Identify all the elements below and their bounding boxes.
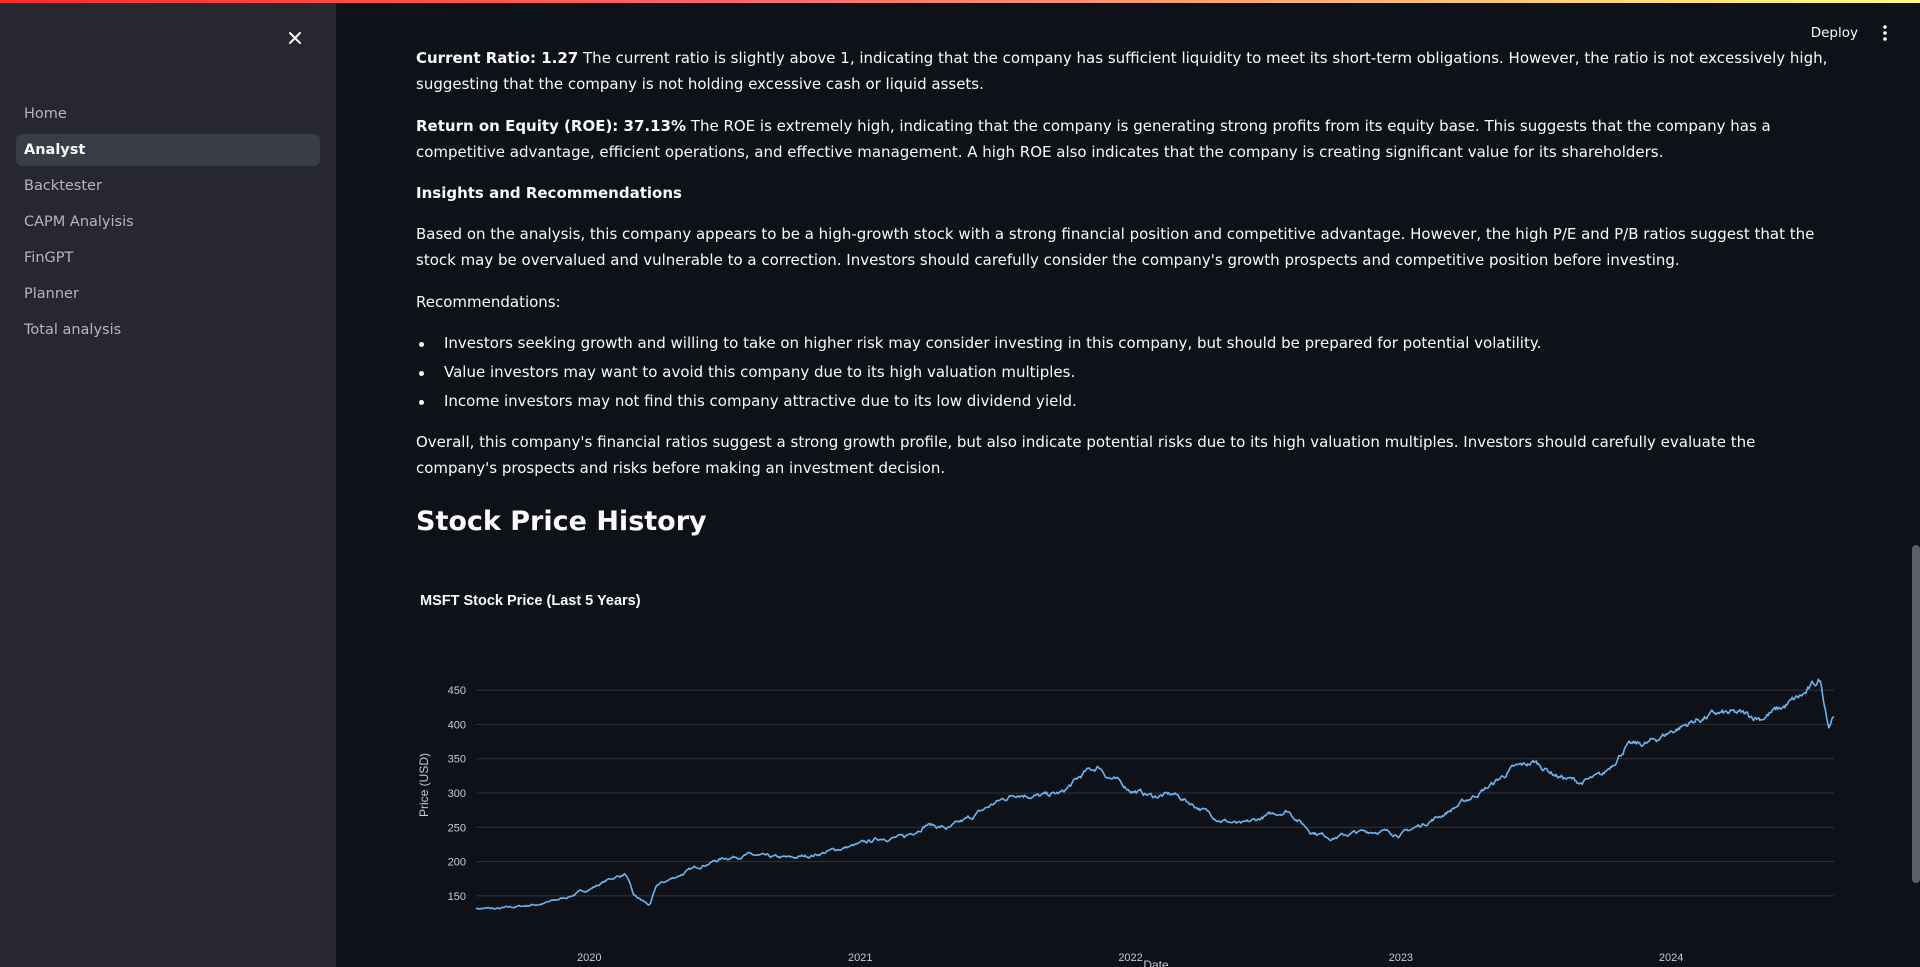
current-ratio-label: Current Ratio: 1.27 (416, 49, 579, 67)
sidebar-item-backtester[interactable]: Backtester (24, 178, 102, 194)
y-axis-ticks: 150 200 250 300 350 400 450 (448, 685, 466, 903)
sidebar-item-home[interactable]: Home (24, 106, 67, 122)
x-axis-ticks: 2020 2021 2022 2023 2024 (577, 952, 1683, 964)
y-tick-label: 450 (448, 685, 466, 697)
recommendations-label: Recommendations: (416, 293, 561, 311)
sidebar-item-fingpt[interactable]: FinGPT (24, 250, 74, 266)
chart-title: MSFT Stock Price (Last 5 Years) (420, 593, 641, 609)
section-heading: Stock Price History (416, 506, 707, 537)
list-item: Investors seeking growth and willing to … (416, 329, 1834, 358)
chart-gridlines (476, 689, 1834, 897)
x-tick-label: 2020 (577, 952, 601, 964)
main-menu-icon[interactable] (1880, 24, 1890, 42)
y-tick-label: 150 (448, 891, 466, 903)
roe-label: Return on Equity (ROE): 37.13% (416, 117, 687, 135)
main-content: Current Ratio: 1.27 The current ratio is… (416, 0, 1836, 967)
y-axis-label: Price (USD) (417, 753, 431, 817)
x-axis-label: Date (1143, 958, 1169, 967)
deploy-button[interactable]: Deploy (1810, 25, 1858, 41)
header-actions: Deploy (1811, 24, 1890, 42)
stock-price-chart[interactable]: MSFT Stock Price (Last 5 Years) 150 200 25… (416, 585, 1836, 967)
x-tick-label: 2021 (848, 952, 872, 964)
x-tick-label: 2022 (1118, 952, 1142, 964)
sidebar-item-analyst[interactable]: Analyst (16, 134, 320, 166)
y-tick-label: 250 (448, 822, 466, 834)
sidebar-item-planner[interactable]: Planner (24, 286, 79, 302)
sidebar-item-capm-analysis[interactable]: CAPM Analyisis (24, 214, 134, 230)
header-accent-bar (0, 0, 1920, 3)
x-tick-label: 2024 (1659, 952, 1683, 964)
recommendations-list: Investors seeking growth and willing to … (416, 329, 1834, 416)
current-ratio-text: The current ratio is slightly above 1, i… (416, 49, 1828, 93)
y-tick-label: 300 (448, 788, 466, 800)
close-sidebar-icon[interactable] (284, 27, 306, 49)
sidebar-nav: Home Analyst Backtester CAPM Analyisis F… (16, 98, 320, 350)
list-item: Value investors may want to avoid this c… (416, 358, 1834, 387)
overall-paragraph: Overall, this company's financial ratios… (416, 433, 1756, 477)
current-ratio-paragraph: Current Ratio: 1.27 The current ratio is… (416, 45, 1834, 97)
price-series-line (475, 678, 1835, 910)
y-tick-label: 200 (448, 857, 466, 869)
sidebar-item-total-analysis[interactable]: Total analysis (24, 322, 122, 338)
x-tick-label: 2023 (1389, 952, 1413, 964)
roe-text: The ROE is extremely high, indicating th… (416, 117, 1771, 161)
sidebar: Home Analyst Backtester CAPM Analyisis F… (0, 0, 336, 967)
list-item: Income investors may not find this compa… (416, 387, 1834, 416)
insights-paragraph: Based on the analysis, this company appe… (416, 225, 1815, 269)
insights-heading: Insights and Recommendations (416, 184, 682, 202)
y-tick-label: 400 (448, 719, 466, 731)
roe-paragraph: Return on Equity (ROE): 37.13% The ROE i… (416, 113, 1834, 165)
y-tick-label: 350 (448, 754, 466, 766)
page-scrollbar[interactable] (1912, 545, 1920, 883)
